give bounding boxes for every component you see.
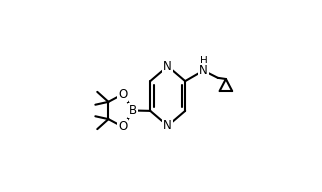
Text: O: O — [118, 120, 128, 133]
Text: O: O — [118, 88, 128, 101]
Text: N: N — [163, 60, 172, 73]
Text: H: H — [200, 56, 207, 66]
Text: N: N — [163, 119, 172, 132]
Text: B: B — [129, 104, 137, 117]
Text: N: N — [199, 64, 208, 77]
